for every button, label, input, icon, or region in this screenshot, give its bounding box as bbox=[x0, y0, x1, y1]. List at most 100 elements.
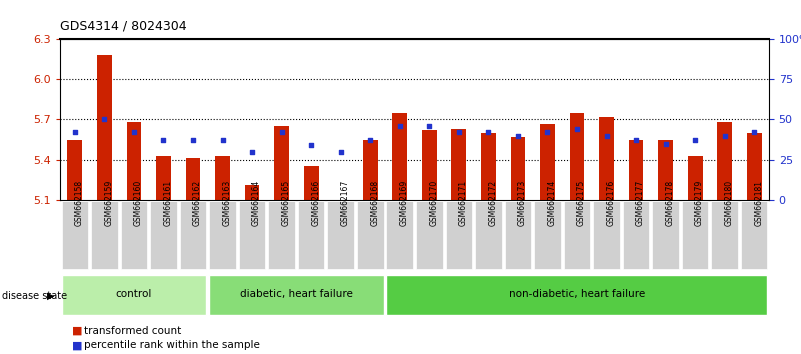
Point bbox=[364, 138, 376, 143]
Bar bbox=[363, 139, 377, 200]
Point bbox=[157, 138, 170, 143]
FancyBboxPatch shape bbox=[622, 201, 650, 269]
Text: GSM662174: GSM662174 bbox=[547, 180, 557, 226]
FancyBboxPatch shape bbox=[386, 201, 413, 269]
Point bbox=[246, 149, 259, 154]
Bar bbox=[244, 185, 260, 200]
Point bbox=[600, 133, 613, 138]
Point bbox=[748, 130, 761, 135]
Bar bbox=[304, 166, 319, 200]
Bar bbox=[747, 133, 762, 200]
FancyBboxPatch shape bbox=[298, 201, 324, 269]
FancyBboxPatch shape bbox=[534, 201, 561, 269]
Text: GSM662171: GSM662171 bbox=[459, 180, 468, 226]
FancyBboxPatch shape bbox=[416, 201, 443, 269]
Text: GSM662172: GSM662172 bbox=[489, 180, 497, 226]
Text: GSM662169: GSM662169 bbox=[400, 180, 409, 226]
FancyBboxPatch shape bbox=[741, 201, 767, 269]
Text: GSM662166: GSM662166 bbox=[311, 180, 320, 226]
Text: GSM662179: GSM662179 bbox=[695, 180, 704, 226]
FancyBboxPatch shape bbox=[711, 201, 738, 269]
Bar bbox=[599, 117, 614, 200]
Point bbox=[718, 133, 731, 138]
Bar bbox=[156, 156, 171, 200]
Bar bbox=[658, 139, 673, 200]
Point bbox=[127, 130, 140, 135]
Text: GSM662173: GSM662173 bbox=[518, 180, 527, 226]
Point bbox=[98, 117, 111, 122]
Text: disease state: disease state bbox=[2, 291, 67, 301]
Text: GSM662160: GSM662160 bbox=[134, 180, 143, 226]
FancyBboxPatch shape bbox=[91, 201, 118, 269]
Text: ▶: ▶ bbox=[47, 291, 54, 301]
Bar bbox=[392, 113, 407, 200]
Point bbox=[512, 133, 525, 138]
Bar bbox=[510, 137, 525, 200]
Bar bbox=[629, 139, 643, 200]
Bar bbox=[274, 126, 289, 200]
Bar bbox=[97, 55, 112, 200]
Text: percentile rank within the sample: percentile rank within the sample bbox=[84, 340, 260, 350]
FancyBboxPatch shape bbox=[594, 201, 620, 269]
Point bbox=[570, 126, 583, 132]
Text: transformed count: transformed count bbox=[84, 326, 181, 336]
Text: GSM662178: GSM662178 bbox=[666, 180, 674, 226]
FancyBboxPatch shape bbox=[505, 201, 531, 269]
FancyBboxPatch shape bbox=[209, 201, 235, 269]
FancyBboxPatch shape bbox=[652, 201, 679, 269]
Text: GSM662162: GSM662162 bbox=[193, 180, 202, 226]
Point bbox=[423, 123, 436, 129]
Bar bbox=[452, 129, 466, 200]
Point bbox=[334, 149, 347, 154]
Text: GSM662170: GSM662170 bbox=[429, 180, 438, 226]
Bar bbox=[422, 130, 437, 200]
FancyBboxPatch shape bbox=[150, 201, 177, 269]
FancyBboxPatch shape bbox=[445, 201, 472, 269]
FancyBboxPatch shape bbox=[62, 275, 207, 315]
Point bbox=[304, 142, 317, 148]
Point bbox=[541, 130, 553, 135]
Bar bbox=[717, 122, 732, 200]
Text: GSM662164: GSM662164 bbox=[252, 180, 261, 226]
Point bbox=[276, 130, 288, 135]
Point bbox=[630, 138, 642, 143]
Text: control: control bbox=[115, 289, 152, 299]
FancyBboxPatch shape bbox=[121, 201, 147, 269]
Text: ■: ■ bbox=[72, 340, 83, 350]
FancyBboxPatch shape bbox=[209, 275, 384, 315]
Text: diabetic, heart failure: diabetic, heart failure bbox=[240, 289, 352, 299]
Text: GSM662180: GSM662180 bbox=[725, 180, 734, 226]
Point bbox=[482, 130, 495, 135]
Point bbox=[453, 130, 465, 135]
FancyBboxPatch shape bbox=[682, 201, 708, 269]
Text: ■: ■ bbox=[72, 326, 83, 336]
FancyBboxPatch shape bbox=[62, 201, 88, 269]
Bar bbox=[688, 156, 702, 200]
FancyBboxPatch shape bbox=[475, 201, 501, 269]
Text: GDS4314 / 8024304: GDS4314 / 8024304 bbox=[60, 19, 187, 33]
Point bbox=[689, 138, 702, 143]
FancyBboxPatch shape bbox=[328, 201, 354, 269]
Text: GSM662158: GSM662158 bbox=[74, 180, 84, 226]
Text: GSM662163: GSM662163 bbox=[223, 180, 231, 226]
FancyBboxPatch shape bbox=[179, 201, 207, 269]
Text: GSM662175: GSM662175 bbox=[577, 180, 586, 226]
Text: GSM662168: GSM662168 bbox=[370, 180, 379, 226]
Bar bbox=[186, 158, 200, 200]
FancyBboxPatch shape bbox=[564, 201, 590, 269]
Point bbox=[216, 138, 229, 143]
FancyBboxPatch shape bbox=[239, 201, 265, 269]
Point bbox=[187, 138, 199, 143]
Bar bbox=[67, 139, 83, 200]
Bar bbox=[540, 124, 555, 200]
Bar bbox=[215, 156, 230, 200]
Text: GSM662161: GSM662161 bbox=[163, 180, 172, 226]
Text: GSM662159: GSM662159 bbox=[104, 180, 114, 226]
Text: GSM662177: GSM662177 bbox=[636, 180, 645, 226]
FancyBboxPatch shape bbox=[386, 275, 767, 315]
Text: GSM662176: GSM662176 bbox=[606, 180, 615, 226]
Point bbox=[68, 130, 81, 135]
Bar bbox=[481, 133, 496, 200]
Text: GSM662167: GSM662167 bbox=[340, 180, 350, 226]
Point bbox=[659, 141, 672, 147]
